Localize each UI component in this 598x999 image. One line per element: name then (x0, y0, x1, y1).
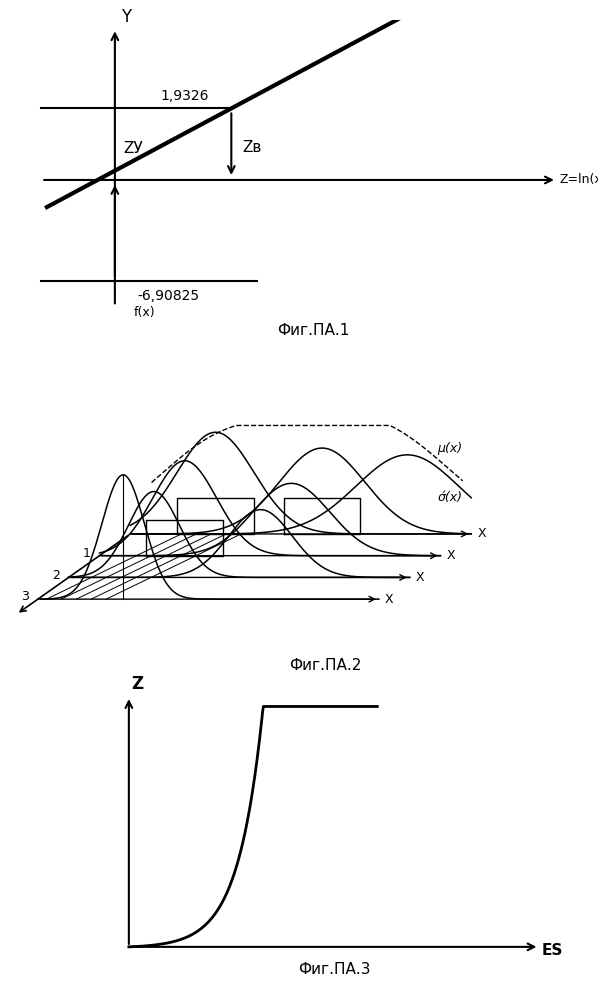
Text: -6,90825: -6,90825 (138, 289, 200, 303)
Text: 1,9326: 1,9326 (160, 89, 209, 103)
Text: Y: Y (121, 8, 131, 26)
Text: X: X (446, 549, 455, 562)
Text: μ(x): μ(x) (437, 442, 462, 455)
Text: Фиг.ПА.3: Фиг.ПА.3 (298, 962, 370, 977)
Text: Zв: Zв (243, 140, 262, 155)
Text: X: X (477, 527, 486, 540)
Text: 1: 1 (83, 547, 90, 560)
Text: Фиг.ПА.2: Фиг.ПА.2 (289, 657, 362, 672)
Text: 3: 3 (21, 590, 29, 603)
Text: ZУ: ZУ (123, 141, 143, 156)
Text: X: X (385, 592, 393, 605)
Text: 2: 2 (52, 568, 60, 581)
Text: ES: ES (542, 943, 563, 958)
Text: f(x): f(x) (133, 306, 155, 319)
Text: X: X (416, 570, 424, 583)
Text: Фиг.ПА.1: Фиг.ПА.1 (277, 323, 349, 338)
Text: Z=ln(x-γ): Z=ln(x-γ) (560, 174, 598, 187)
Text: Z: Z (132, 674, 144, 692)
Text: σ́(x): σ́(x) (437, 492, 462, 504)
